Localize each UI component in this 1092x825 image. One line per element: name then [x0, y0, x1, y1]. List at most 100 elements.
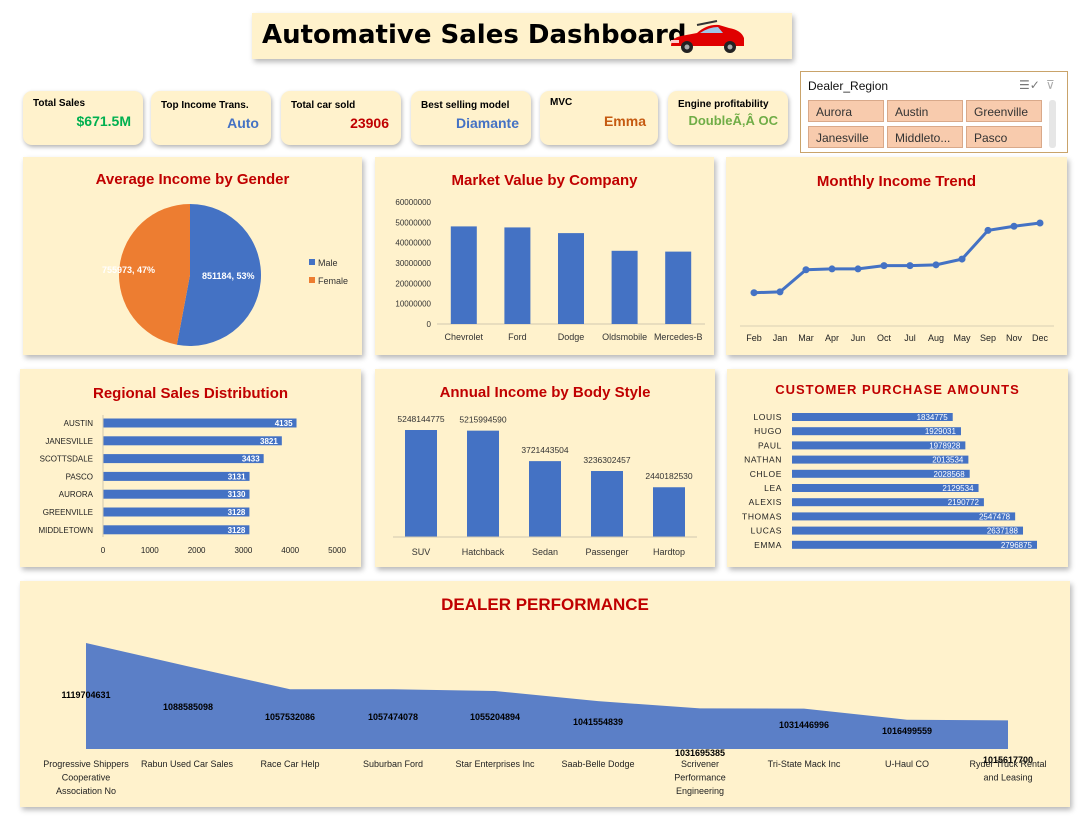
x-tick-label: Tri-State Mack Inc — [768, 759, 841, 769]
line-series — [753, 221, 1041, 295]
bar — [591, 471, 623, 537]
data-label: 3433 — [242, 455, 260, 464]
data-label: 1055204894 — [470, 712, 520, 722]
slicer-item-austin[interactable]: Austin — [887, 100, 963, 122]
dealer-region-slicer[interactable]: Dealer_Region ☰✓ ⊽ Aurora Austin Greenvi… — [800, 71, 1068, 153]
data-label: 5215994590 — [459, 415, 507, 425]
slicer-item-aurora[interactable]: Aurora — [808, 100, 884, 122]
kpi-label: Total car sold — [291, 100, 356, 111]
line-point — [776, 288, 784, 296]
dealer-performance-panel: DEALER PERFORMANCE 1119704631 1088585098 1… — [20, 581, 1070, 807]
slicer-title: Dealer_Region — [808, 79, 889, 93]
line-point — [906, 262, 914, 270]
data-label: 1119704631 — [61, 690, 110, 700]
y-tick-label: 60000000 — [395, 198, 431, 207]
y-tick-label: MIDDLETOWN — [38, 526, 93, 535]
legend-swatch-male — [309, 259, 315, 265]
data-label: 1834775 — [917, 413, 949, 422]
data-label: 3236302457 — [583, 455, 631, 465]
regional-sales-chart: AUSTIN 4135 JANESVILLE 3821 SCOTTSDALE 3433 PA… — [38, 415, 346, 555]
multi-select-icon[interactable]: ☰✓ — [1019, 78, 1040, 92]
clear-filter-icon[interactable]: ⊽ — [1046, 78, 1055, 92]
x-tick-label: May — [953, 333, 971, 343]
legend-label: Female — [318, 276, 348, 286]
pie-slice-male — [176, 204, 262, 346]
bar — [792, 469, 970, 478]
x-tick-label: Ford — [508, 332, 527, 342]
chart-title: Market Value by Company — [451, 172, 638, 189]
y-tick-label: PAUL — [758, 440, 782, 450]
data-label: 1031695385 — [675, 748, 725, 758]
x-tick-label: Mar — [798, 333, 814, 343]
x-tick-label: 2000 — [188, 546, 206, 555]
data-label: 2190772 — [948, 498, 980, 507]
y-tick-label: EMMA — [754, 540, 782, 550]
x-tick-label: Dec — [1032, 333, 1049, 343]
data-label: 2129534 — [942, 484, 974, 493]
kpi-label: MVC — [550, 97, 573, 108]
x-tick-label: Oct — [877, 333, 892, 343]
kpi-value: Auto — [227, 115, 259, 131]
data-label: 1015617700 — [983, 755, 1033, 765]
bar — [450, 226, 477, 324]
x-tick-label: Ryder Truck Rental and Leasing — [969, 759, 1046, 783]
slicer-scrollbar[interactable] — [1049, 100, 1056, 148]
x-tick-label: Oldsmobile — [602, 332, 647, 342]
bar — [103, 436, 282, 446]
slicer-item-middletown[interactable]: Middleto... — [887, 126, 963, 148]
data-label: 5248144775 — [397, 414, 445, 424]
y-tick-label: 20000000 — [395, 279, 431, 288]
slicer-item-greenville[interactable]: Greenville — [966, 100, 1042, 122]
y-tick-label: 40000000 — [395, 239, 431, 248]
data-label: 2440182530 — [645, 471, 693, 481]
customer-purchase-chart: LOUIS 1834775 HUGO 1929031 PAUL 1978928 NATHAN… — [742, 412, 1037, 550]
slicer-item-janesville[interactable]: Janesville — [808, 126, 884, 148]
y-tick-label: ALEXIS — [749, 497, 782, 507]
bar — [504, 227, 531, 324]
line-point — [1036, 219, 1044, 227]
kpi-value: 23906 — [350, 115, 389, 131]
kpi-value: Diamante — [455, 115, 519, 131]
x-tick-label: Passenger — [585, 547, 628, 557]
legend-label: Male — [318, 258, 338, 268]
bar — [558, 233, 584, 324]
kpi-label: Total Sales — [33, 98, 86, 109]
kpi-top-income-trans: Top Income Trans. Auto — [151, 91, 271, 145]
bar — [792, 441, 966, 450]
y-tick-label: GREENVILLE — [43, 508, 93, 517]
data-label: 3130 — [228, 490, 246, 499]
bar — [103, 418, 297, 428]
y-tick-label: 10000000 — [395, 300, 431, 309]
pie-chart-panel: Average Income by Gender 851184, 53% 755… — [23, 157, 362, 355]
bar — [103, 471, 250, 481]
x-tick-label: Hardtop — [653, 547, 685, 557]
market-value-chart: 0 10000000 20000000 30000000 40000000 5000000… — [395, 198, 705, 342]
bar — [653, 487, 685, 537]
x-tick-label: Feb — [746, 333, 762, 343]
x-tick-label: 4000 — [281, 546, 299, 555]
data-label: 2028568 — [934, 470, 966, 479]
regional-sales-panel: Regional Sales Distribution AUSTIN 4135 JA… — [20, 369, 361, 567]
y-tick-label: HUGO — [754, 426, 782, 436]
x-tick-label: 5000 — [328, 546, 346, 555]
x-tick-label: SUV — [412, 547, 431, 557]
data-label: 1031446996 — [779, 720, 829, 730]
y-tick-label: LEA — [764, 483, 782, 493]
line-point — [932, 261, 940, 269]
bar — [792, 526, 1024, 535]
bar — [792, 498, 984, 507]
x-tick-label: Chevrolet — [445, 332, 484, 342]
slicer-item-pasco[interactable]: Pasco — [966, 126, 1042, 148]
chart-title: DEALER PERFORMANCE — [441, 595, 649, 614]
legend-swatch-female — [309, 277, 315, 283]
bar — [103, 489, 250, 499]
bar — [103, 507, 250, 517]
line-point — [854, 265, 862, 273]
x-tick-label: Suburban Ford — [363, 759, 423, 769]
kpi-value: Emma — [603, 113, 646, 129]
data-label: 1016499559 — [882, 726, 932, 736]
y-tick-label: NATHAN — [744, 455, 782, 465]
data-label: 1057474078 — [368, 712, 418, 722]
car-icon — [671, 20, 744, 53]
monthly-income-chart: Feb Jan Mar Apr Jun Oct Jul Aug May Sep Nov Dec — [740, 219, 1054, 343]
